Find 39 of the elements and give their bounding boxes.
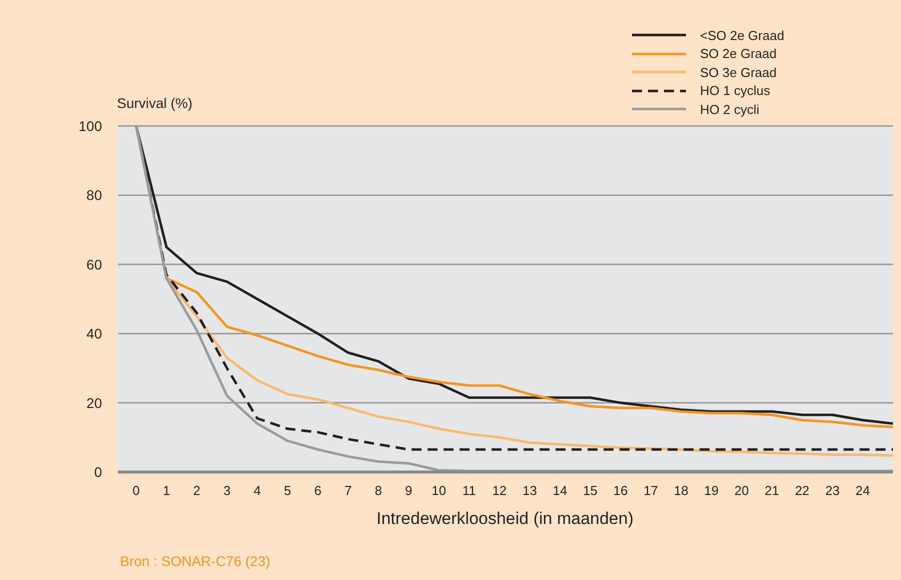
x-tick-label: 5 xyxy=(284,483,292,498)
text: Bron : SONAR-C76 (23) xyxy=(120,553,270,569)
x-tick-label: 24 xyxy=(855,483,870,498)
x-tick-label: 3 xyxy=(223,483,231,498)
x-tick-label: 6 xyxy=(314,483,322,498)
legend-label: SO 2e Graad xyxy=(700,46,777,62)
x-tick-label: 16 xyxy=(613,483,628,498)
y-tick-label: 60 xyxy=(86,256,102,272)
y-tick-label: 20 xyxy=(86,394,102,411)
x-tick-label: 1 xyxy=(162,483,170,498)
x-tick-label: 13 xyxy=(522,483,537,498)
y-axis-title: Survival (%) xyxy=(117,95,192,111)
x-tick-label: 2 xyxy=(193,483,200,498)
x-tick-label: 20 xyxy=(734,483,749,498)
x-tick-label: 4 xyxy=(254,483,261,498)
x-tick-label: 19 xyxy=(704,483,719,498)
legend-label: SO 3e Graad xyxy=(700,64,777,80)
x-tick-label: 23 xyxy=(825,483,840,498)
x-tick-label: 7 xyxy=(344,483,352,498)
x-tick-label: 8 xyxy=(374,483,382,498)
x-tick-label: 17 xyxy=(644,483,658,498)
legend-label: HO 2 cycli xyxy=(700,102,760,117)
x-tick-label: 15 xyxy=(583,483,598,498)
x-tick-label: 12 xyxy=(492,483,507,498)
y-tick-label: 0 xyxy=(94,464,102,480)
x-tick-label: 9 xyxy=(405,483,412,498)
legend-label: <SO 2e Graad xyxy=(700,28,784,43)
x-tick-label: 21 xyxy=(764,483,780,498)
x-tick-label: 10 xyxy=(432,483,446,498)
x-tick-label: 11 xyxy=(462,483,476,498)
y-tick-label: 80 xyxy=(86,187,102,204)
x-tick-label: 14 xyxy=(552,483,568,498)
x-tick-label: 0 xyxy=(132,483,140,498)
y-tick-label: 100 xyxy=(78,118,102,134)
x-axis-title: Intredewerkloosheid (in maanden) xyxy=(375,509,635,529)
x-tick-label: 18 xyxy=(674,483,688,498)
x-tick-label: 22 xyxy=(794,483,810,498)
legend-label: HO 1 cyclus xyxy=(700,83,770,98)
y-tick-label: 40 xyxy=(86,326,102,342)
